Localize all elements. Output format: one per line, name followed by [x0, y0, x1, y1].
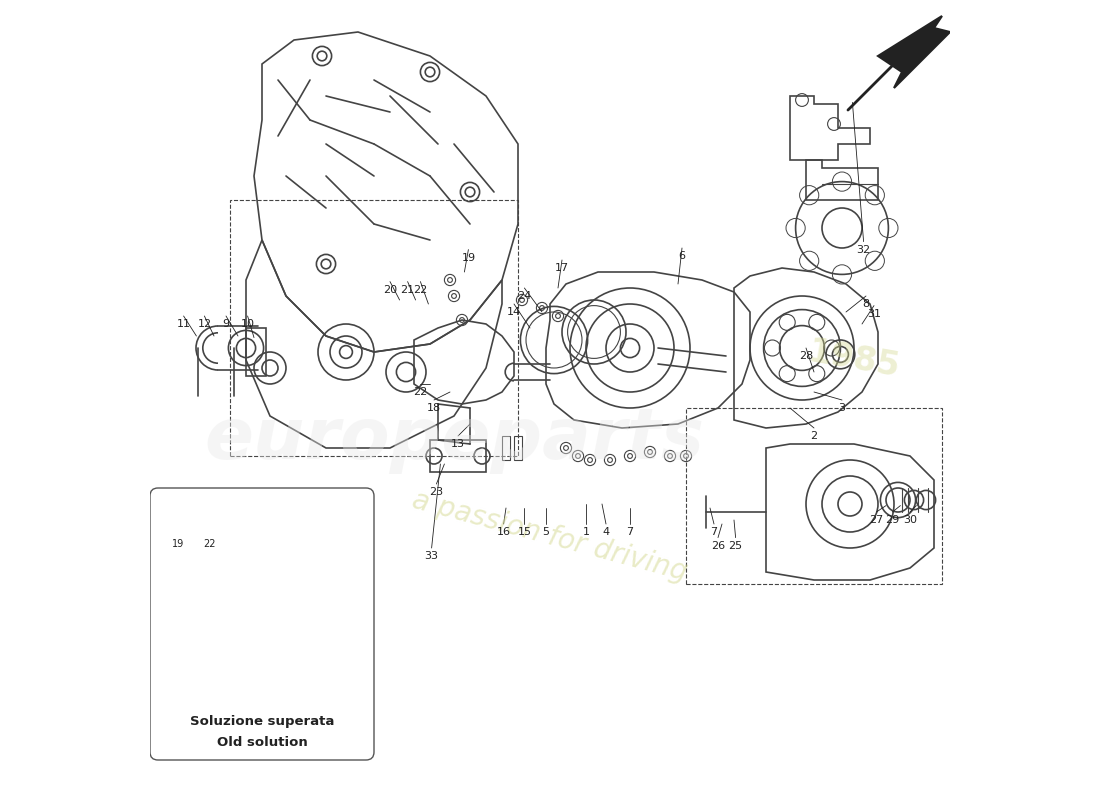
Text: 19: 19	[172, 539, 184, 549]
Text: 2: 2	[811, 431, 817, 441]
Text: 7: 7	[626, 527, 634, 537]
Text: Old solution: Old solution	[217, 736, 307, 749]
Text: 16: 16	[496, 527, 510, 537]
Text: 25: 25	[728, 541, 743, 550]
Text: 14: 14	[507, 307, 521, 317]
Text: 20: 20	[383, 285, 397, 294]
Text: 33: 33	[425, 551, 439, 561]
Text: 15: 15	[517, 527, 531, 537]
Text: 1: 1	[583, 527, 590, 537]
Text: 22: 22	[414, 285, 428, 294]
Text: 28: 28	[799, 351, 813, 361]
Text: 6: 6	[679, 251, 685, 261]
Text: 9: 9	[222, 319, 230, 329]
Text: 7: 7	[711, 527, 717, 537]
Text: 22: 22	[414, 387, 428, 397]
Bar	[686, 408, 942, 584]
Text: 27: 27	[869, 515, 883, 525]
Text: 12: 12	[197, 319, 211, 329]
Text: 19: 19	[461, 253, 475, 262]
Text: 26: 26	[711, 541, 725, 550]
Text: 32: 32	[857, 245, 871, 254]
Text: 17: 17	[554, 263, 569, 273]
Text: 4: 4	[603, 527, 609, 537]
Text: 22: 22	[204, 539, 217, 549]
Text: 10: 10	[241, 319, 254, 329]
Text: 1985: 1985	[805, 336, 903, 384]
Bar	[230, 200, 518, 456]
Text: 29: 29	[886, 515, 900, 525]
Text: 24: 24	[517, 291, 531, 301]
Text: 30: 30	[903, 515, 917, 525]
Text: 21: 21	[400, 285, 415, 294]
Text: 31: 31	[867, 309, 881, 318]
Text: 11: 11	[177, 319, 190, 329]
Text: 8: 8	[862, 299, 870, 309]
Text: 18: 18	[427, 403, 441, 413]
FancyBboxPatch shape	[150, 488, 374, 760]
Text: 13: 13	[451, 439, 465, 449]
Text: 3: 3	[838, 403, 846, 413]
Text: 5: 5	[542, 527, 550, 537]
Text: a passion for driving: a passion for driving	[409, 486, 691, 586]
Text: Soluzione superata: Soluzione superata	[190, 715, 334, 728]
Polygon shape	[878, 16, 950, 88]
Text: europeparts: europeparts	[204, 406, 704, 474]
Bar	[246, 328, 266, 376]
Text: 23: 23	[429, 487, 443, 497]
